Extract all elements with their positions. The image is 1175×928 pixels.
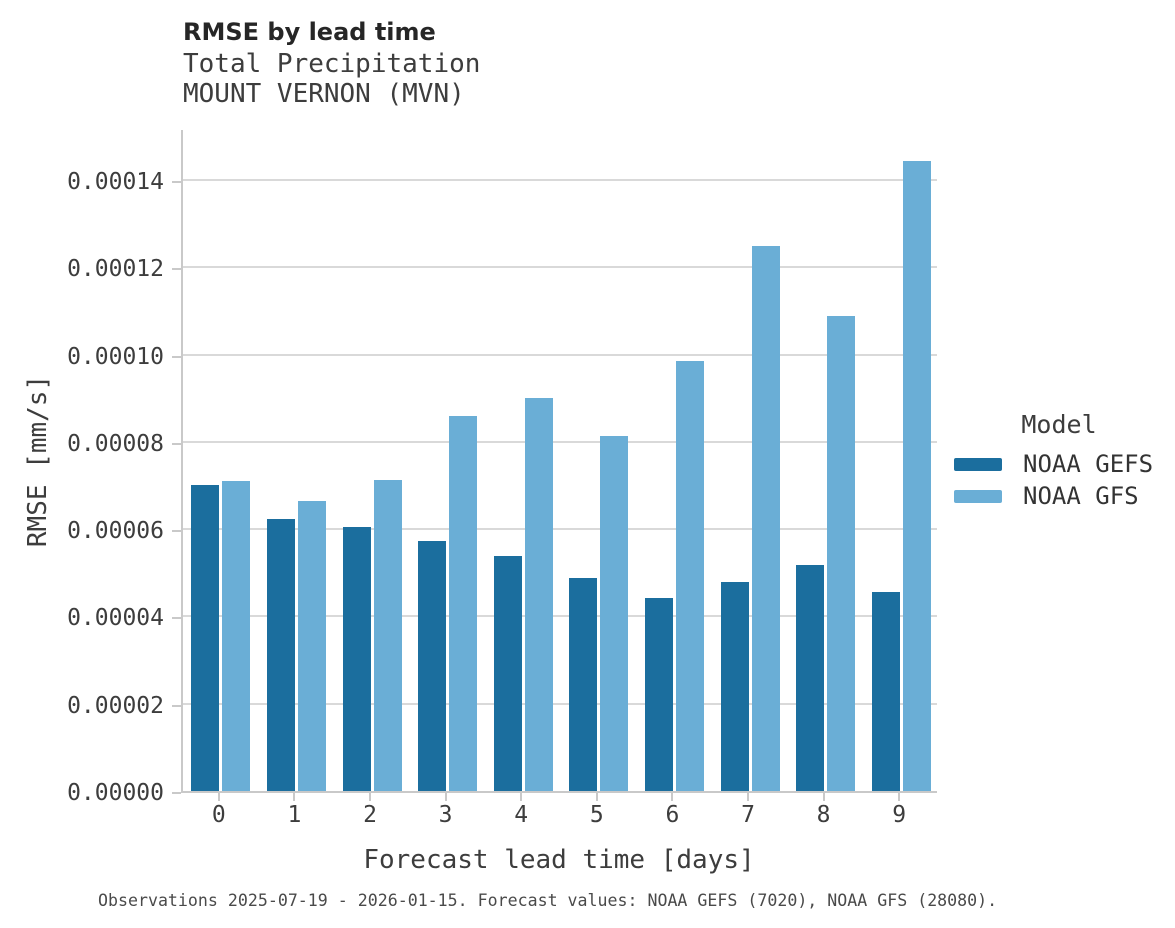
bar-noaa-gefs-day-1: [266, 519, 295, 791]
y-tick-mark: [172, 617, 181, 620]
x-tick-label: 6: [665, 802, 680, 828]
plot-area: [181, 130, 937, 793]
bar-noaa-gefs-day-7: [720, 581, 749, 791]
x-tick-mark: [822, 793, 825, 801]
gridline: [183, 702, 937, 705]
legend-label: NOAA GEFS: [1023, 450, 1154, 478]
bar-noaa-gefs-day-3: [418, 541, 447, 791]
bar-noaa-gfs-day-3: [449, 415, 478, 791]
legend-title: Model: [1021, 410, 1097, 439]
bar-noaa-gfs-day-9: [902, 160, 931, 791]
y-tick-mark: [172, 268, 181, 271]
legend-rows: NOAA GEFS NOAA GFS: [954, 448, 1164, 512]
legend-swatch: [954, 457, 1002, 471]
x-tick-label: 9: [892, 802, 907, 828]
y-tick-label: 0.00012: [67, 256, 164, 283]
x-tick-label: 5: [589, 802, 604, 828]
y-tick-label: 0.00008: [67, 430, 164, 457]
x-tick-label: 8: [816, 802, 831, 828]
y-tick-mark: [172, 180, 181, 183]
x-tick-label: 7: [741, 802, 755, 828]
bar-noaa-gefs-day-4: [493, 556, 522, 791]
x-tick-mark: [217, 793, 220, 801]
x-tick-label: 2: [363, 802, 377, 828]
y-tick-label: 0.00006: [67, 518, 164, 545]
bar-noaa-gfs-day-4: [524, 398, 553, 791]
x-tick-mark: [898, 793, 901, 801]
x-tick-label: 3: [438, 802, 453, 828]
gridline: [183, 353, 937, 356]
y-tick-label: 0.00004: [67, 605, 164, 632]
bar-noaa-gefs-day-6: [644, 597, 673, 791]
bar-noaa-gfs-day-6: [675, 361, 704, 791]
gridline: [183, 266, 937, 269]
bar-noaa-gfs-day-7: [751, 246, 780, 791]
legend-label: NOAA GFS: [1023, 482, 1139, 510]
gridline: [183, 615, 937, 618]
chart-title: RMSE by lead time: [183, 18, 436, 46]
gridline: [183, 440, 937, 443]
y-tick-label: 0.00010: [67, 343, 164, 370]
chart-subtitle: Total Precipitation MOUNT VERNON (MVN): [183, 49, 481, 109]
bar-noaa-gefs-day-5: [569, 578, 598, 791]
x-tick-mark: [595, 793, 598, 801]
bar-noaa-gfs-day-1: [297, 501, 326, 791]
subtitle-line-station: MOUNT VERNON (MVN): [183, 78, 465, 109]
x-tick-mark: [747, 793, 749, 801]
gridline: [183, 178, 937, 181]
legend: Model NOAA GEFS NOAA GFS: [954, 410, 1164, 512]
y-tick-mark: [172, 704, 181, 707]
x-tick-label: 1: [287, 802, 302, 828]
figure-caption: Observations 2025-07-19 - 2026-01-15. Fo…: [98, 891, 998, 910]
subtitle-line-variable: Total Precipitation: [183, 49, 481, 79]
x-tick-mark: [520, 793, 523, 801]
y-tick-label: 0.00014: [67, 168, 164, 195]
bar-noaa-gefs-day-2: [342, 526, 371, 791]
bar-noaa-gefs-day-8: [796, 564, 825, 791]
y-tick-mark: [172, 792, 181, 794]
y-tick-mark: [172, 442, 181, 445]
legend-item-noaa-gfs: NOAA GFS: [954, 480, 1164, 512]
y-tick-mark: [172, 530, 181, 533]
x-tick-label: 4: [514, 802, 529, 828]
x-axis-label: Forecast lead time [days]: [363, 845, 755, 875]
gridline: [183, 528, 937, 531]
bar-noaa-gfs-day-5: [600, 436, 629, 791]
bar-noaa-gfs-day-8: [827, 315, 856, 791]
y-tick-mark: [172, 355, 181, 358]
legend-item-noaa-gefs: NOAA GEFS: [954, 448, 1164, 480]
x-tick-mark: [671, 793, 674, 801]
x-tick-mark: [293, 793, 296, 801]
bar-noaa-gefs-day-9: [871, 591, 900, 791]
legend-swatch: [954, 489, 1002, 503]
x-tick-mark: [369, 793, 371, 801]
y-tick-label: 0.00002: [67, 692, 164, 719]
x-tick-label: 0: [211, 802, 226, 828]
bar-noaa-gfs-day-0: [222, 481, 251, 791]
bar-noaa-gfs-day-2: [373, 479, 402, 791]
y-tick-label: 0.00000: [67, 780, 164, 806]
x-tick-mark: [444, 793, 447, 801]
bar-noaa-gefs-day-0: [191, 485, 220, 791]
